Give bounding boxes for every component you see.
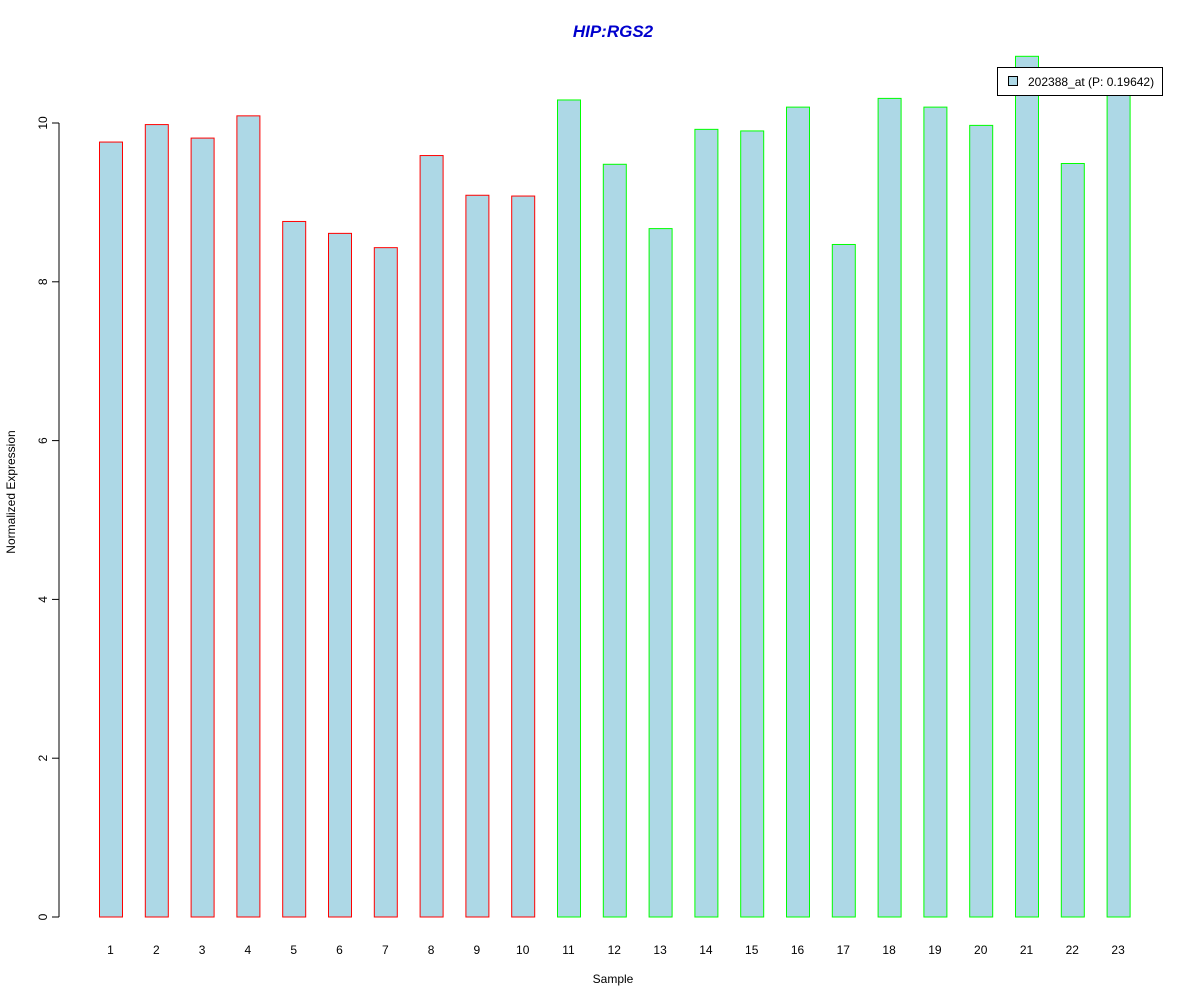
x-tick-label: 19 bbox=[928, 943, 942, 957]
bar bbox=[740, 130, 765, 918]
legend: 202388_at (P: 0.19642) bbox=[997, 67, 1163, 96]
x-tick-label: 23 bbox=[1111, 943, 1125, 957]
y-tick-label: 0 bbox=[36, 913, 50, 920]
bar bbox=[786, 106, 810, 918]
bar bbox=[831, 243, 856, 918]
x-tick-label: 13 bbox=[653, 943, 667, 957]
x-tick-label: 1 bbox=[107, 943, 114, 957]
x-tick-label: 4 bbox=[245, 943, 252, 957]
x-tick-label: 9 bbox=[474, 943, 481, 957]
bar bbox=[465, 194, 490, 918]
x-tick-label: 6 bbox=[336, 943, 343, 957]
x-tick-label: 16 bbox=[791, 943, 805, 957]
bar bbox=[236, 115, 261, 918]
x-tick-label: 5 bbox=[290, 943, 297, 957]
x-tick-label: 15 bbox=[745, 943, 759, 957]
legend-swatch bbox=[1008, 76, 1018, 86]
bar bbox=[144, 124, 169, 918]
x-tick-label: 2 bbox=[153, 943, 160, 957]
x-tick-label: 17 bbox=[837, 943, 851, 957]
chart-title: HIP:RGS2 bbox=[573, 22, 654, 41]
bar bbox=[694, 128, 719, 918]
bar bbox=[1060, 162, 1085, 918]
legend-box bbox=[997, 67, 1163, 96]
x-tick-label: 21 bbox=[1020, 943, 1034, 957]
bar bbox=[602, 163, 627, 918]
y-tick-label: 6 bbox=[36, 437, 50, 444]
x-tick-label: 12 bbox=[608, 943, 622, 957]
bar bbox=[1015, 55, 1039, 918]
x-tick-label: 14 bbox=[699, 943, 713, 957]
bar bbox=[969, 124, 994, 918]
bar bbox=[328, 232, 352, 918]
bar bbox=[419, 155, 444, 918]
bar bbox=[511, 195, 536, 918]
x-tick-label: 20 bbox=[974, 943, 988, 957]
x-tick-label: 8 bbox=[428, 943, 435, 957]
x-tick-label: 18 bbox=[882, 943, 896, 957]
bars-group bbox=[99, 55, 1131, 918]
bar bbox=[648, 228, 673, 918]
bar bbox=[99, 141, 123, 918]
y-tick-label: 8 bbox=[36, 278, 50, 285]
y-tick-label: 10 bbox=[36, 116, 50, 130]
legend-label: 202388_at (P: 0.19642) bbox=[1028, 75, 1154, 89]
x-tick-labels: 1 2 3 4 5 6 7 8 9 10 11 12 13 14 15 16 17 18 19 20 21 22 23 bbox=[107, 943, 1125, 957]
bar bbox=[1106, 74, 1131, 918]
x-axis-title: Sample bbox=[593, 972, 634, 986]
y-axis: 0 2 4 6 8 10 bbox=[36, 116, 60, 920]
x-tick-label: 11 bbox=[562, 943, 575, 957]
x-tick-label: 22 bbox=[1066, 943, 1080, 957]
y-axis-title: Normalized Expression bbox=[4, 430, 18, 553]
bar bbox=[877, 97, 902, 918]
bar bbox=[557, 99, 581, 918]
x-tick-label: 7 bbox=[382, 943, 389, 957]
bar bbox=[923, 106, 948, 918]
bar bbox=[282, 220, 307, 918]
bar bbox=[373, 247, 398, 918]
x-tick-label: 3 bbox=[199, 943, 206, 957]
bar bbox=[190, 137, 215, 918]
y-tick-label: 4 bbox=[36, 596, 50, 603]
y-tick-label: 2 bbox=[36, 755, 50, 762]
x-tick-label: 10 bbox=[516, 943, 530, 957]
